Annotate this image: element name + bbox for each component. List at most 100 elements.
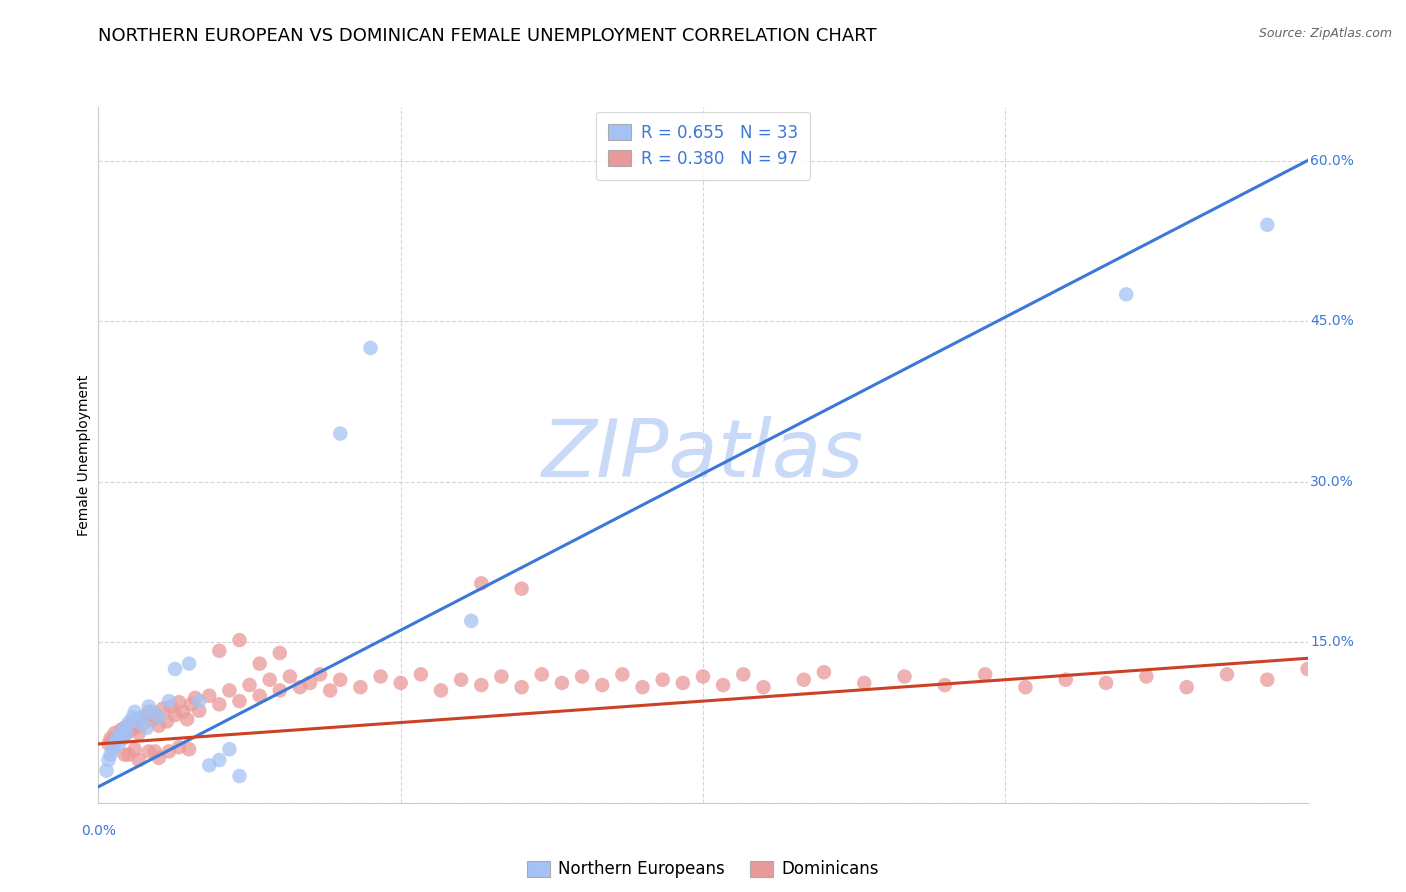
Point	[1175, 680, 1198, 694]
Point	[651, 673, 673, 687]
Point	[128, 715, 150, 730]
Point	[218, 683, 240, 698]
Point	[143, 708, 166, 723]
Point	[114, 747, 136, 762]
Point	[360, 341, 382, 355]
Point	[124, 705, 146, 719]
Point	[134, 715, 156, 730]
Point	[125, 712, 148, 726]
Text: 45.0%: 45.0%	[1310, 314, 1354, 328]
Point	[813, 665, 835, 680]
Point	[530, 667, 553, 681]
Point	[733, 667, 755, 681]
Point	[101, 733, 124, 747]
Point	[121, 710, 143, 724]
Point	[148, 751, 170, 765]
Point	[249, 689, 271, 703]
Point	[198, 689, 221, 703]
Point	[107, 730, 129, 744]
Point	[692, 669, 714, 683]
Point	[103, 737, 125, 751]
Point	[142, 705, 165, 719]
Point	[1296, 662, 1319, 676]
Point	[409, 667, 432, 681]
Point	[180, 698, 202, 712]
Point	[105, 731, 128, 746]
Point	[152, 701, 174, 715]
Point	[120, 723, 142, 737]
Point	[269, 646, 291, 660]
Point	[100, 731, 122, 746]
Point	[132, 710, 155, 724]
Point	[177, 742, 201, 756]
Point	[111, 728, 134, 742]
Point	[329, 673, 352, 687]
Point	[177, 657, 201, 671]
Point	[176, 712, 198, 726]
Point	[309, 667, 332, 681]
Point	[370, 669, 392, 683]
Point	[208, 753, 231, 767]
Text: 60.0%: 60.0%	[1310, 153, 1354, 168]
Point	[470, 576, 492, 591]
Point	[631, 680, 654, 694]
Point	[288, 680, 311, 694]
Point	[208, 644, 231, 658]
Point	[138, 744, 160, 758]
Point	[259, 673, 281, 687]
Point	[672, 676, 695, 690]
Point	[121, 715, 143, 730]
Point	[551, 676, 574, 690]
Text: NORTHERN EUROPEAN VS DOMINICAN FEMALE UNEMPLOYMENT CORRELATION CHART: NORTHERN EUROPEAN VS DOMINICAN FEMALE UN…	[98, 27, 877, 45]
Point	[105, 731, 128, 746]
Point	[228, 769, 250, 783]
Point	[107, 737, 129, 751]
Point	[1054, 673, 1077, 687]
Point	[510, 680, 533, 694]
Y-axis label: Female Unemployment: Female Unemployment	[77, 375, 91, 535]
Point	[470, 678, 492, 692]
Legend: Northern Europeans, Dominicans: Northern Europeans, Dominicans	[520, 854, 886, 885]
Point	[124, 742, 146, 756]
Point	[269, 683, 291, 698]
Point	[188, 694, 211, 708]
Point	[793, 673, 815, 687]
Point	[100, 747, 122, 762]
Point	[128, 726, 150, 740]
Point	[450, 673, 472, 687]
Point	[239, 678, 262, 692]
Point	[853, 676, 876, 690]
Point	[1014, 680, 1036, 694]
Point	[208, 698, 231, 712]
Point	[148, 719, 170, 733]
Point	[893, 669, 915, 683]
Point	[114, 721, 136, 735]
Point	[110, 726, 132, 740]
Point	[163, 662, 186, 676]
Point	[142, 712, 165, 726]
Point	[97, 737, 120, 751]
Point	[128, 753, 150, 767]
Point	[228, 694, 250, 708]
Point	[97, 753, 120, 767]
Point	[711, 678, 734, 692]
Point	[167, 695, 190, 709]
Point	[172, 705, 194, 719]
Point	[299, 676, 322, 690]
Text: 30.0%: 30.0%	[1310, 475, 1354, 489]
Point	[228, 633, 250, 648]
Point	[132, 710, 155, 724]
Point	[974, 667, 997, 681]
Text: ZIPatlas: ZIPatlas	[541, 416, 865, 494]
Point	[148, 710, 170, 724]
Point	[934, 678, 956, 692]
Point	[157, 694, 180, 708]
Point	[752, 680, 775, 694]
Point	[111, 731, 134, 746]
Point	[115, 726, 138, 740]
Point	[118, 747, 141, 762]
Point	[1216, 667, 1239, 681]
Point	[1256, 218, 1278, 232]
Point	[103, 726, 125, 740]
Point	[349, 680, 371, 694]
